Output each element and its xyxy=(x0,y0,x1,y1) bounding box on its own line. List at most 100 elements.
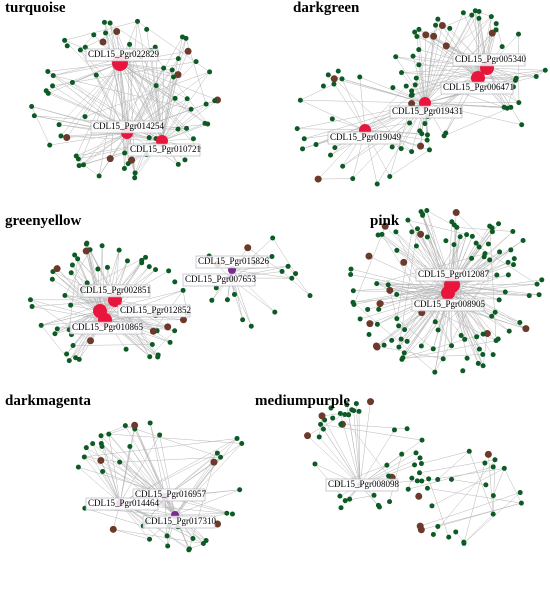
node xyxy=(331,81,337,87)
hub-label-text: CDL15_Pgr019049 xyxy=(330,132,402,142)
node xyxy=(149,342,155,348)
edge xyxy=(451,284,479,364)
node xyxy=(93,72,99,78)
node xyxy=(153,83,159,89)
edge xyxy=(447,283,538,294)
edge xyxy=(396,292,449,295)
node xyxy=(147,420,153,426)
node xyxy=(175,161,181,167)
node xyxy=(510,229,516,235)
node xyxy=(476,244,482,250)
edge xyxy=(427,488,522,504)
edge xyxy=(46,62,121,92)
node xyxy=(489,229,495,235)
node xyxy=(99,38,107,46)
node xyxy=(536,292,542,298)
node xyxy=(379,231,385,237)
edge xyxy=(101,446,166,498)
edge xyxy=(353,226,386,305)
edge xyxy=(161,99,218,142)
hub-node xyxy=(441,286,455,300)
node xyxy=(393,54,399,60)
node xyxy=(435,476,441,482)
node xyxy=(76,356,82,362)
node xyxy=(124,258,130,264)
edge xyxy=(129,446,166,498)
edge xyxy=(324,419,361,486)
node xyxy=(396,323,402,329)
edge xyxy=(419,459,496,474)
node xyxy=(418,461,424,467)
node xyxy=(134,18,140,24)
node xyxy=(505,259,511,265)
node xyxy=(27,297,33,303)
node xyxy=(224,510,230,516)
node xyxy=(188,106,194,112)
node xyxy=(186,547,192,553)
node xyxy=(386,473,392,479)
node xyxy=(312,461,318,467)
node xyxy=(97,456,105,464)
node xyxy=(472,8,478,14)
edge xyxy=(447,291,506,294)
node xyxy=(165,543,171,549)
node xyxy=(63,134,71,142)
node xyxy=(389,144,395,150)
label-box xyxy=(452,53,526,67)
node xyxy=(534,281,540,287)
node xyxy=(506,328,512,334)
node xyxy=(422,121,428,127)
node xyxy=(72,252,78,258)
edge xyxy=(396,318,434,350)
node xyxy=(350,176,356,182)
edge xyxy=(300,99,426,104)
node xyxy=(399,451,405,457)
edge xyxy=(401,340,497,360)
node xyxy=(289,275,295,281)
edge xyxy=(353,290,449,294)
edge xyxy=(424,14,473,104)
edge xyxy=(369,292,449,324)
node xyxy=(396,344,402,350)
node xyxy=(301,136,307,142)
hub-label: CDL15_Pgr014254 xyxy=(90,120,165,134)
edge xyxy=(486,67,537,77)
edge xyxy=(159,434,176,516)
edge xyxy=(32,299,116,307)
node xyxy=(184,96,190,102)
node xyxy=(100,469,106,475)
node xyxy=(147,536,153,542)
edge xyxy=(376,345,444,360)
node xyxy=(106,431,112,437)
edge xyxy=(113,529,150,540)
node xyxy=(405,217,411,223)
node xyxy=(493,27,499,33)
edge xyxy=(376,284,453,347)
node xyxy=(372,342,380,350)
hub-label-text: CDL15_Pgr012852 xyxy=(120,305,191,315)
node xyxy=(408,100,416,108)
node xyxy=(348,266,354,272)
node xyxy=(325,72,331,78)
node xyxy=(113,28,121,36)
node xyxy=(508,247,514,253)
label-box xyxy=(440,81,514,95)
node xyxy=(412,29,418,35)
edge xyxy=(64,249,91,296)
node xyxy=(95,266,101,272)
edge xyxy=(456,227,513,232)
edge xyxy=(119,62,194,139)
node xyxy=(513,75,519,81)
edge xyxy=(150,50,208,125)
node xyxy=(366,320,374,328)
node xyxy=(340,163,346,169)
node xyxy=(414,226,420,232)
node xyxy=(435,523,441,529)
node xyxy=(47,142,53,148)
node xyxy=(438,22,446,30)
node xyxy=(424,207,430,213)
edge xyxy=(83,132,128,166)
edge xyxy=(79,310,101,360)
node xyxy=(144,26,150,32)
edge xyxy=(493,468,505,496)
